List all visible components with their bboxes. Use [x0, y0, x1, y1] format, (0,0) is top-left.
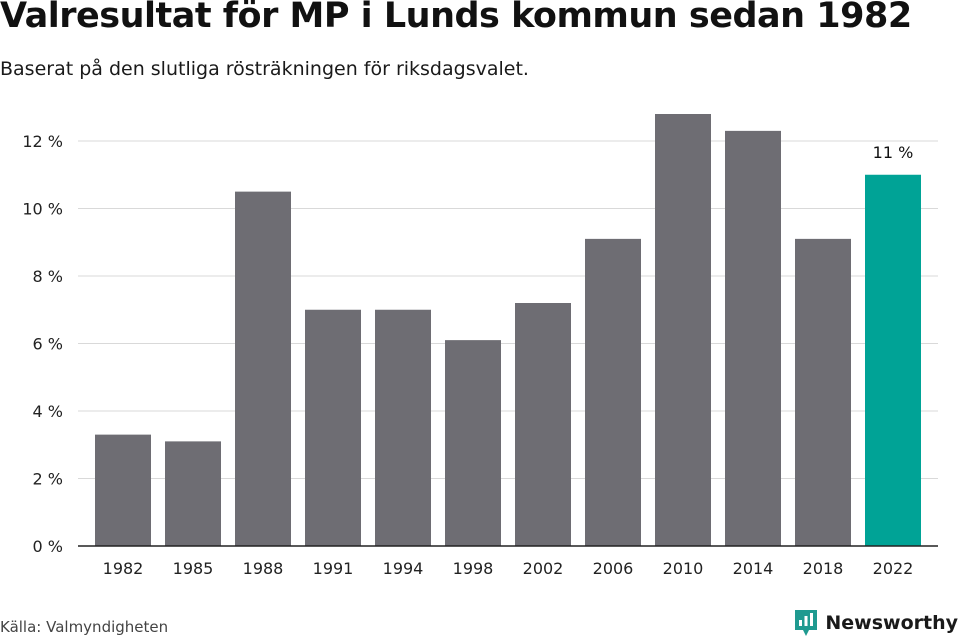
x-tick-label: 2002: [523, 559, 564, 578]
bar: [795, 238, 851, 546]
bar: [305, 309, 361, 546]
bar: [585, 238, 641, 546]
y-tick-label: 4 %: [33, 402, 63, 421]
y-tick-label: 6 %: [33, 335, 63, 354]
x-axis-ticks: 1982 1985 1988 1991 1994 1998 2002 2006 2010 2014…: [103, 559, 914, 578]
x-tick-label: 1982: [103, 559, 144, 578]
y-tick-label: 12 %: [22, 132, 63, 151]
y-tick-label: 2 %: [33, 470, 63, 489]
chart-subtitle: Baserat på den slutliga rösträkningen fö…: [0, 58, 529, 80]
bar: [865, 174, 921, 546]
chart-title: Valresultat för MP i Lunds kommun sedan …: [0, 0, 912, 36]
gridlines: [78, 140, 938, 479]
y-tick-label: 8 %: [33, 267, 63, 286]
x-tick-label: 1988: [243, 559, 284, 578]
source-note: Källa: Valmyndigheten: [0, 618, 169, 636]
y-tick-label: 0 %: [33, 537, 63, 556]
x-tick-label: 1998: [453, 559, 494, 578]
bars: [95, 114, 921, 546]
highlight-value-label: 11 %: [873, 143, 914, 162]
brand-name: Newsworthy: [825, 612, 958, 634]
newsworthy-logo-icon: [795, 610, 818, 636]
bar-chart: 0 % 2 % 4 % 6 % 8 % 10 % 12 % 1982 1985 1988 1991…: [22, 114, 938, 578]
x-tick-label: 1991: [313, 559, 354, 578]
bar: [235, 191, 291, 546]
x-tick-label: 2022: [873, 559, 914, 578]
x-tick-label: 2010: [663, 559, 704, 578]
x-tick-label: 2018: [803, 559, 844, 578]
bar: [515, 303, 571, 546]
bar: [445, 340, 501, 546]
brand-logo[interactable]: Newsworthy: [793, 608, 958, 638]
bar: [725, 130, 781, 546]
bar: [375, 309, 431, 546]
x-tick-label: 2006: [593, 559, 634, 578]
y-axis-ticks: 0 % 2 % 4 % 6 % 8 % 10 % 12 %: [22, 132, 63, 556]
x-tick-label: 1994: [383, 559, 424, 578]
bar: [655, 114, 711, 546]
bar: [165, 441, 221, 546]
x-tick-label: 1985: [173, 559, 214, 578]
y-tick-label: 10 %: [22, 200, 63, 219]
bar: [95, 434, 151, 546]
x-tick-label: 2014: [733, 559, 774, 578]
